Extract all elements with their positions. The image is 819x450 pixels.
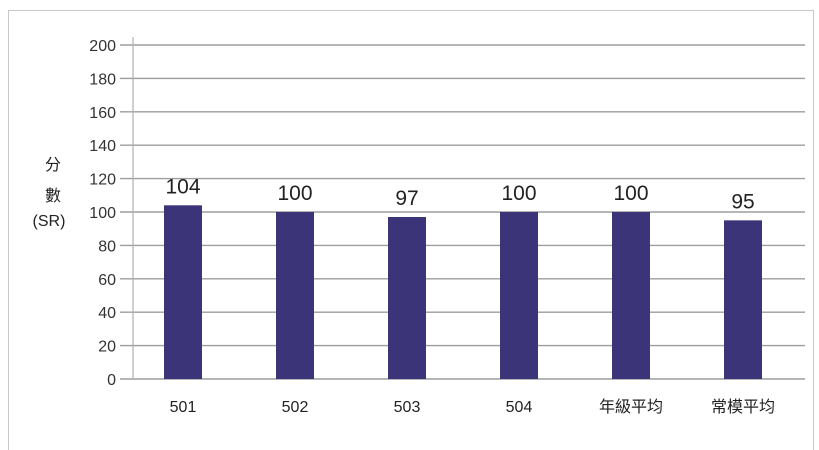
y-tick-label: 140 (89, 138, 116, 155)
y-tick-label: 0 (107, 372, 116, 389)
x-tick-label: 年級平均 (599, 398, 663, 416)
bar (164, 205, 202, 379)
y-tick-label: 200 (89, 38, 116, 55)
x-tick-label: 501 (170, 399, 197, 416)
x-tick-label: 503 (394, 399, 421, 416)
data-label: 104 (165, 175, 200, 198)
bar (500, 212, 538, 379)
y-axis-label-line-1: 分 (45, 156, 61, 174)
bars (164, 205, 762, 379)
y-tick-label: 120 (89, 172, 116, 189)
y-tick-label: 80 (98, 238, 116, 255)
y-axis-ticks: 0 20 40 60 80 100 120 140 160 180 200 (89, 38, 116, 389)
data-label: 100 (501, 182, 536, 205)
data-label: 97 (395, 187, 418, 210)
data-label: 100 (277, 182, 312, 205)
y-tick-label: 100 (89, 205, 116, 222)
data-label: 95 (731, 190, 754, 213)
bar (724, 220, 762, 379)
y-axis-label-line-2: 數 (45, 187, 61, 205)
x-tick-label: 504 (506, 399, 533, 416)
y-axis-label-line-3: (SR) (33, 213, 66, 230)
y-tick-label: 180 (89, 71, 116, 88)
y-tick-label: 20 (98, 339, 116, 356)
chart-frame (8, 10, 814, 450)
y-tick-label: 40 (98, 305, 116, 322)
grid-lines (120, 37, 805, 380)
bar (388, 217, 426, 379)
bar-chart: 104 100 97 100 100 95 0 20 40 60 80 100 120 140 160 18… (33, 37, 805, 416)
x-tick-label: 502 (282, 399, 309, 416)
data-labels: 104 100 97 100 100 95 (165, 175, 754, 213)
x-axis-ticks: 501 502 503 504 年級平均 常模平均 (170, 398, 775, 416)
data-label: 100 (613, 182, 648, 205)
bar (612, 212, 650, 379)
x-tick-label: 常模平均 (711, 398, 775, 416)
bar (276, 212, 314, 379)
y-tick-label: 160 (89, 105, 116, 122)
y-tick-label: 60 (98, 272, 116, 289)
